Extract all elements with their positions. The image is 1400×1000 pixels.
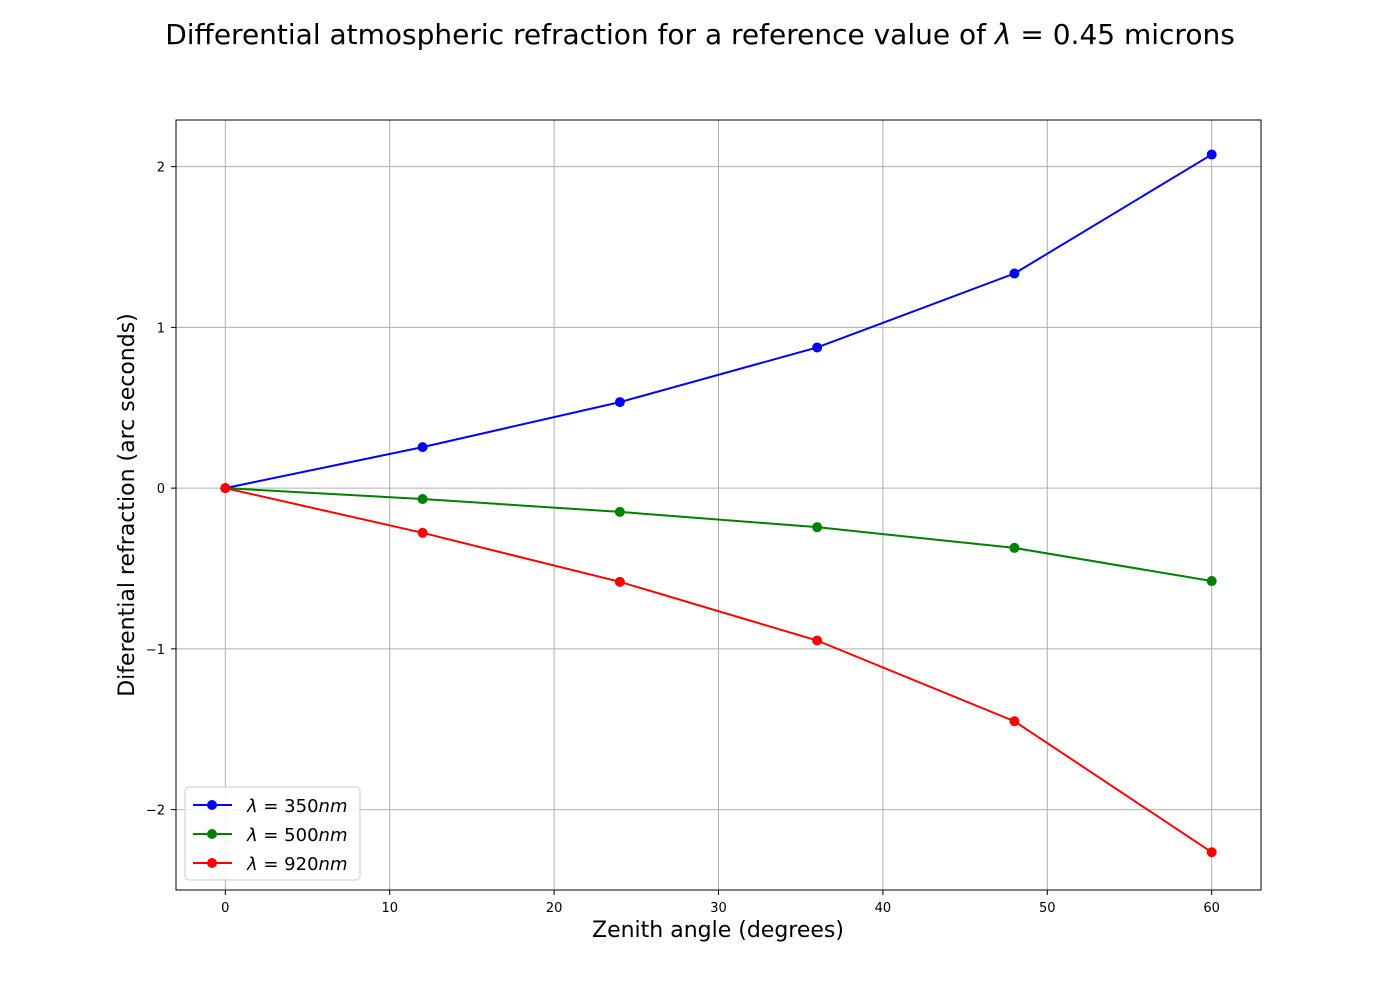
data-point [220,483,231,494]
series-line [225,153,1213,490]
series-line [225,487,1212,583]
x-tick-label: 50 [1039,901,1056,916]
data-point [417,442,428,453]
x-tick-label: 20 [546,901,563,916]
series-line [225,487,1213,854]
data-point [812,522,823,533]
x-tick-label: 60 [1203,901,1220,916]
data-point [417,494,428,505]
y-tick-label: 0 [157,482,165,497]
y-axis-label: Diferential refraction (arc seconds) [115,313,140,697]
x-tick-label: 0 [221,901,229,916]
legend-label: λ = 920nm [246,854,348,875]
legend-marker [207,858,217,868]
y-tick-label: −2 [146,804,165,819]
data-point [614,397,625,408]
data-point [1009,716,1020,727]
data-point [812,635,823,646]
legend-marker [207,829,217,839]
x-tick-label: 40 [875,901,892,916]
data-point [417,527,428,538]
data-point [1206,149,1217,160]
series-layer [220,149,1217,858]
y-tick-label: −1 [146,643,165,658]
x-tick-label: 10 [381,901,398,916]
data-point [1206,576,1217,587]
data-point [1206,847,1217,858]
legend: λ = 350nm λ = 500nm λ = 920nm [184,786,361,881]
data-point [614,506,625,517]
legend-marker [207,800,217,810]
axis-ticks: 0 10 20 30 40 50 60 −2 −1 0 1 2 [146,161,1220,916]
legend-box [184,786,361,881]
plot-frame [175,119,1262,891]
data-point [1009,542,1020,553]
y-tick-label: 2 [157,161,165,176]
chart-title: Differential atmospheric refraction for … [165,18,1235,51]
legend-label: λ = 350nm [246,796,348,817]
x-tick-label: 30 [710,901,727,916]
data-point [1009,268,1020,279]
y-tick-label: 1 [157,321,165,336]
x-axis-label: Zenith angle (degrees) [592,918,844,943]
data-point [812,342,823,353]
data-point [614,576,625,587]
legend-label: λ = 500nm [246,825,348,846]
